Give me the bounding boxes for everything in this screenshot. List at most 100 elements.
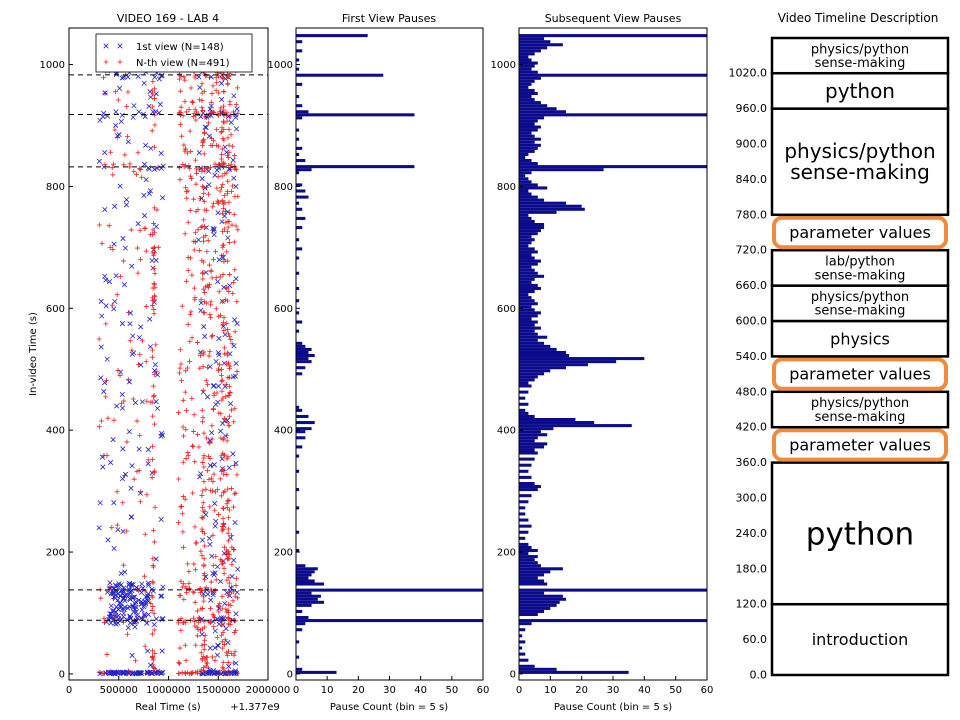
scatter-point (152, 270, 158, 276)
scatter-point (211, 462, 217, 468)
scatter-point (132, 400, 139, 406)
timeline-tick-label: 600.0 (736, 315, 768, 328)
pause-bar (519, 95, 532, 99)
pause-bar (296, 360, 312, 364)
scatter-point (219, 198, 225, 204)
pause-bar (519, 73, 707, 77)
scatter-point (184, 109, 190, 115)
scatter-point (200, 460, 206, 466)
scatter-point (210, 532, 216, 538)
scatter-point (199, 526, 205, 532)
scatter-point (137, 228, 143, 234)
scatter-point (207, 462, 213, 468)
scatter-point (224, 456, 230, 462)
pause-bar (519, 436, 538, 440)
scatter-point (231, 93, 237, 99)
pause-bar (296, 603, 312, 607)
subsequent-view-bars (519, 34, 707, 674)
pause-bar (519, 131, 532, 135)
scatter-point (201, 464, 207, 470)
scatter-point (200, 309, 206, 315)
scatter-point (211, 471, 217, 477)
pause-bar (519, 320, 538, 324)
scatter-point (214, 390, 220, 396)
scatter-point (150, 265, 156, 271)
scatter-point (217, 188, 223, 194)
pause-bar (296, 548, 300, 553)
scatter-point (124, 528, 130, 534)
scatter-point (129, 514, 135, 520)
scatter-point (135, 670, 141, 677)
scatter-point (198, 300, 204, 306)
x-tick-label: 0 (66, 685, 72, 696)
timeline-tick-label: 540.0 (736, 350, 768, 363)
scatter-point (213, 518, 219, 524)
pause-bar (519, 609, 545, 613)
scatter-point (225, 659, 231, 665)
scatter-point (213, 275, 219, 281)
scatter-point (200, 270, 206, 276)
scatter-point (200, 388, 206, 394)
scatter-title: VIDEO 169 - LAB 4 (117, 12, 219, 25)
scatter-point (138, 362, 144, 368)
scatter-point (122, 245, 128, 251)
pause-bar (519, 247, 535, 251)
scatter-point (176, 76, 182, 82)
scatter-point (198, 114, 204, 120)
timeline-tick-label: 720.0 (736, 244, 768, 257)
scatter-point (234, 85, 240, 91)
scatter-point (201, 598, 207, 604)
scatter-point (181, 74, 187, 80)
scatter-point (126, 670, 132, 676)
timeline-tick-label: 780.0 (736, 208, 768, 221)
scatter-point (136, 468, 142, 474)
timeline-segment-box (770, 461, 950, 606)
scatter-point (190, 615, 196, 621)
scatter-point (213, 87, 219, 93)
pause-bar (296, 49, 303, 53)
scatter-point (134, 418, 140, 424)
pause-bar (296, 600, 325, 604)
scatter-point (134, 245, 140, 251)
scatter-point (190, 589, 196, 595)
pause-bar (519, 143, 541, 147)
pause-bar (296, 299, 300, 303)
x-tick-label: 30 (607, 685, 620, 696)
scatter-point (225, 486, 231, 492)
scatter-point (191, 412, 197, 418)
scatter-point (152, 468, 158, 474)
scatter-point (151, 253, 157, 259)
pause-bar (519, 177, 529, 181)
scatter-point (206, 133, 212, 139)
pause-bar (296, 445, 303, 449)
pause-bar (296, 171, 300, 175)
scatter-point (158, 593, 164, 599)
scatter-point (223, 626, 229, 632)
scatter-point (110, 161, 116, 167)
pause-bar (519, 363, 588, 367)
pause-bar (519, 451, 538, 455)
y-tick-label: 800 (274, 182, 293, 193)
scatter-point (141, 80, 147, 86)
timeline-segment: parameter values (772, 357, 948, 391)
pause-bar (296, 165, 415, 169)
timeline-segment-box (770, 248, 950, 287)
scatter-point (196, 444, 202, 450)
scatter-point (101, 615, 107, 621)
scatter-point (226, 515, 232, 521)
scatter-point (231, 109, 237, 115)
scatter-point (225, 555, 231, 561)
scatter-point (199, 537, 206, 543)
scatter-point (221, 615, 227, 621)
scatter-point (105, 415, 111, 421)
timeline-segment-label: parameter values (789, 365, 931, 384)
scatter-point (125, 605, 131, 611)
scatter-point (208, 299, 214, 305)
scatter-point (179, 511, 185, 517)
scatter-point (233, 183, 239, 190)
timeline-segment-box (770, 107, 950, 217)
pause-bar (519, 564, 541, 568)
scatter-point (185, 321, 191, 327)
scatter-point (211, 257, 217, 263)
scatter-point (212, 161, 218, 167)
